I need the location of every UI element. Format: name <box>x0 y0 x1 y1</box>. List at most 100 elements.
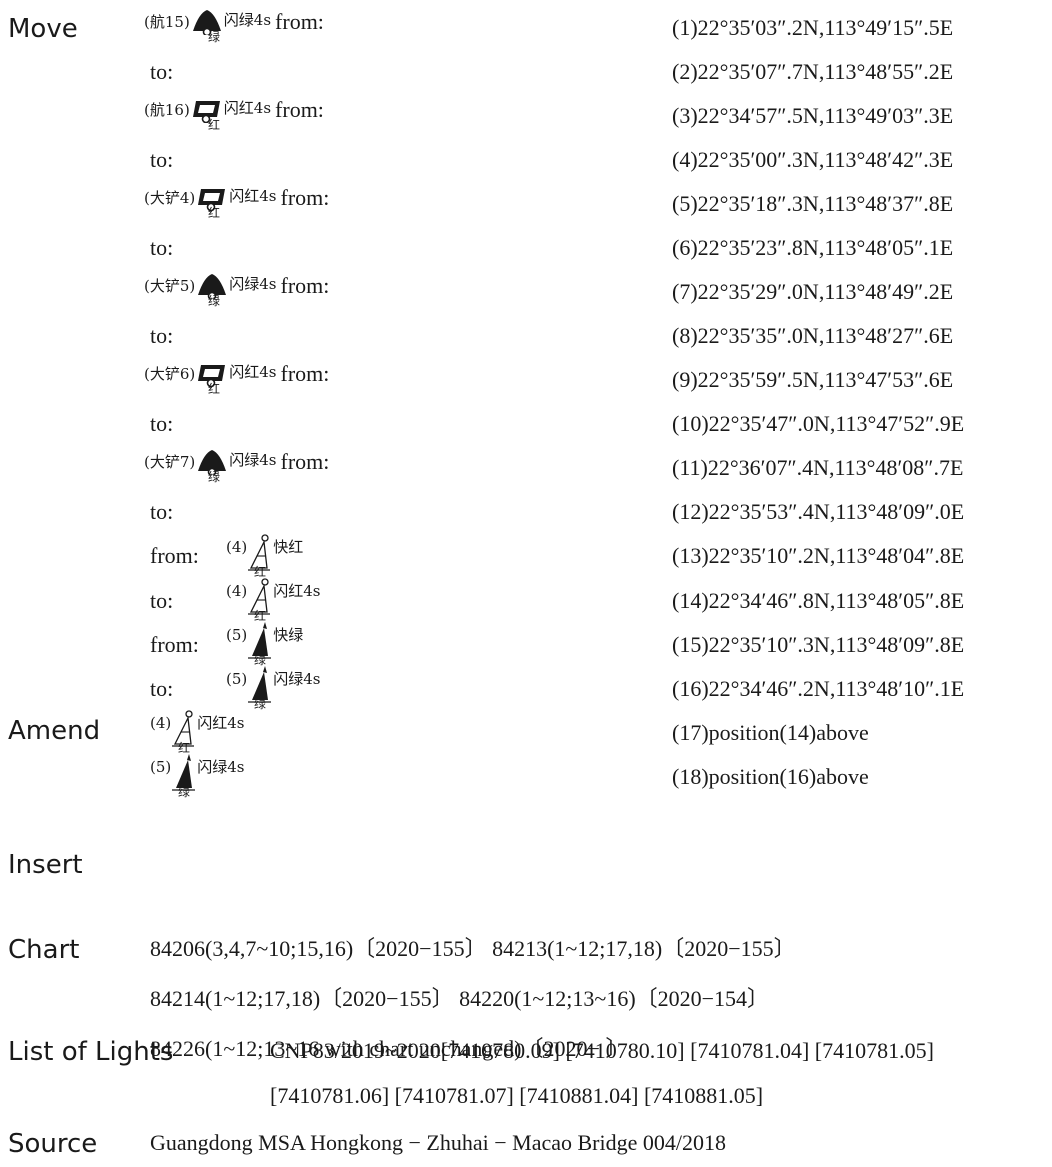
amend-buoy: (4) 闪红4s 红 <box>226 578 321 622</box>
buoy-tag: (4) <box>226 581 248 600</box>
label-chart: Chart <box>8 934 80 965</box>
buoy-tag: (5) <box>226 669 248 688</box>
amend-buoy: (4) 快红红 <box>226 534 304 578</box>
amend-word: from: <box>150 543 199 569</box>
buoy-tag: (航16) <box>144 101 190 120</box>
buoy-color-label: 绿 <box>208 294 221 309</box>
buoy-tag: (航15) <box>144 12 190 31</box>
light-character: 闪绿4s <box>229 275 277 294</box>
position-entry: (15)22°35′10″.3N,113°48′09″.8E <box>672 631 965 657</box>
light-character: 闪绿4s <box>229 451 277 470</box>
to-word: to: <box>150 411 174 437</box>
from-word: from: <box>275 8 324 34</box>
from-word: from: <box>280 449 330 475</box>
amend-buoy: (5) 闪绿4s 绿 <box>226 665 321 710</box>
light-character: 闪红4s <box>223 99 272 118</box>
buoy-color-label: 绿 <box>208 470 221 485</box>
position-entry: (9)22°35′59″.5N,113°47′53″.6E <box>672 367 954 393</box>
buoy-tag: (4) <box>150 713 172 732</box>
insert-buoy: (5) 闪绿4s 绿 <box>150 754 245 798</box>
amend-word: from: <box>150 631 199 657</box>
amend-word: to: <box>150 587 174 613</box>
light-character: 快绿 <box>273 625 304 644</box>
buoy-color-label: 红 <box>254 564 267 579</box>
buoy-tag: (大铲6) <box>144 365 196 384</box>
amend-word: to: <box>150 675 174 701</box>
buoy-tag: (5) <box>226 625 248 644</box>
light-beacon-icon <box>248 621 272 659</box>
light-character: 闪红4s <box>273 581 321 600</box>
can-buoy-icon <box>192 101 220 124</box>
can-buoy-icon <box>198 189 226 212</box>
chart-line: 84206(3,4,7~10;15,16)〔2020−155〕 84213(1~… <box>150 935 796 961</box>
buoy-tag: (4) <box>226 537 248 556</box>
chart-line: 84226(1~12;13~16 with chart unchanged)〔2… <box>150 1036 628 1062</box>
buoy-color-label: 红 <box>254 608 267 623</box>
label-move: Move <box>8 13 78 44</box>
light-beacon-icon <box>248 578 271 615</box>
buoy-tag: (大铲4) <box>144 189 196 208</box>
buoy-tag: (大铲5) <box>144 277 196 296</box>
buoy-color-label: 红 <box>178 740 191 755</box>
position-entry: (3)22°34′57″.5N,113°49′03″.3E <box>672 102 954 128</box>
can-buoy-icon <box>198 365 226 388</box>
buoy-color-label: 红 <box>208 118 221 133</box>
position-entry: (12)22°35′53″.4N,113°48′09″.0E <box>672 499 965 525</box>
position-entry: (1)22°35′03″.2N,113°49′15″.5E <box>672 14 954 40</box>
position-entry: (13)22°35′10″.2N,113°48′04″.8E <box>672 543 965 569</box>
position-entry: (7)22°35′29″.0N,113°48′49″.2E <box>672 279 954 305</box>
light-character: 闪绿4s <box>197 758 245 777</box>
buoy-tag: (5) <box>150 758 172 777</box>
light-character: 闪绿4s <box>273 669 321 688</box>
label-source: Source <box>8 1128 98 1159</box>
lights-line: CNP83/2019~2020[7410780.09] [7410780.10]… <box>270 1038 934 1064</box>
from-word: from: <box>280 273 330 299</box>
amend-buoy: (5) 快绿绿 <box>226 621 304 666</box>
to-word: to: <box>150 147 174 173</box>
from-word: from: <box>280 361 330 387</box>
light-beacon-icon <box>172 754 196 791</box>
insert-buoy: (4) 闪红4s 红 <box>150 710 245 754</box>
light-character: 闪红4s <box>229 187 277 206</box>
chart-line: 84214(1~12;17,18)〔2020−155〕 84220(1~12;1… <box>150 986 770 1012</box>
to-word: to: <box>150 235 174 261</box>
light-character: 闪红4s <box>197 713 245 732</box>
light-character: 闪绿4s <box>223 10 272 29</box>
lights-line: [7410781.06] [7410781.07] [7410881.04] [… <box>270 1083 764 1109</box>
buoy-color-label: 绿 <box>254 652 267 667</box>
conical-buoy-icon <box>198 274 227 300</box>
buoy-tag: (大铲7) <box>144 453 196 472</box>
position-entry: (18)position(16)above <box>672 763 869 789</box>
buoy-color-label: 红 <box>208 206 221 221</box>
label-insert: Insert <box>8 849 83 880</box>
move-buoy-row: (大铲7) 闪绿4s from: 绿 <box>144 447 330 483</box>
position-entry: (11)22°36′07″.4N,113°48′08″.7E <box>672 455 964 481</box>
conical-buoy-icon <box>198 450 227 476</box>
buoy-color-label: 绿 <box>178 785 191 800</box>
move-buoy-row: (大铲5) 闪绿4s from: 绿 <box>144 271 330 307</box>
label-amend: Amend <box>8 716 101 747</box>
to-word: to: <box>150 58 174 84</box>
position-entry: (14)22°34′46″.8N,113°48′05″.8E <box>672 587 965 613</box>
position-entry: (2)22°35′07″.7N,113°48′55″.2E <box>672 58 954 84</box>
position-entry: (10)22°35′47″.0N,113°47′52″.9E <box>672 411 965 437</box>
light-character: 快红 <box>273 537 304 556</box>
source-text: Guangdong MSA Hongkong − Zhuhai − Macao … <box>150 1129 726 1155</box>
from-word: from: <box>280 185 330 211</box>
buoy-color-label: 红 <box>208 382 221 397</box>
light-beacon-icon <box>248 534 271 571</box>
buoy-color-label: 绿 <box>208 29 221 44</box>
label-list-of-lights: List of Lights <box>8 1037 174 1068</box>
to-word: to: <box>150 323 174 349</box>
move-buoy-row: (航15) 闪绿4s from: 绿 <box>144 7 324 43</box>
from-word: from: <box>275 97 324 123</box>
move-buoy-row: (航16) 闪红4s from: 红 <box>144 95 324 131</box>
buoy-color-label: 绿 <box>254 696 267 711</box>
light-beacon-icon <box>172 710 195 747</box>
position-entry: (16)22°34′46″.2N,113°48′10″.1E <box>672 675 965 701</box>
position-entry: (6)22°35′23″.8N,113°48′05″.1E <box>672 235 954 261</box>
position-entry: (5)22°35′18″.3N,113°48′37″.8E <box>672 191 954 217</box>
position-entry: (4)22°35′00″.3N,113°48′42″.3E <box>672 147 954 173</box>
move-buoy-row: (大铲4) 闪红4s from: 红 <box>144 183 330 219</box>
light-character: 闪红4s <box>229 363 277 382</box>
